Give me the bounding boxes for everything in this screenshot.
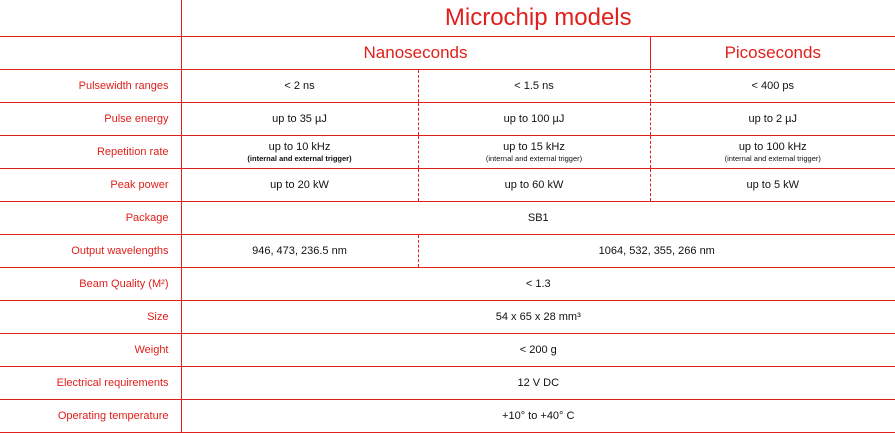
cell-reprate-pico: up to 100 kHz (internal and external tri… bbox=[650, 136, 895, 169]
row-label-beam: Beam Quality (M²) bbox=[0, 268, 181, 301]
table-row: Operating temperature +10° to +40° C bbox=[0, 400, 895, 433]
reprate-pico-note: (internal and external trigger) bbox=[651, 154, 895, 164]
cell-size-all: 54 x 65 x 28 mm³ bbox=[181, 301, 895, 334]
header-empty-cell bbox=[0, 37, 181, 70]
cell-wavelengths-nano-a: 946, 473, 236.5 nm bbox=[181, 235, 418, 268]
cell-weight-all: < 200 g bbox=[181, 334, 895, 367]
row-label-energy: Pulse energy bbox=[0, 103, 181, 136]
row-label-size: Size bbox=[0, 301, 181, 334]
cell-wavelengths-rest: 1064, 532, 355, 266 nm bbox=[418, 235, 895, 268]
cell-peak-nano-b: up to 60 kW bbox=[418, 169, 650, 202]
row-label-electrical: Electrical requirements bbox=[0, 367, 181, 400]
header-corner-cell bbox=[0, 0, 181, 37]
cell-energy-nano-b: up to 100 µJ bbox=[418, 103, 650, 136]
table-row: Repetition rate up to 10 kHz (internal a… bbox=[0, 136, 895, 169]
reprate-nano-b-value: up to 15 kHz bbox=[419, 141, 650, 154]
cell-energy-nano-a: up to 35 µJ bbox=[181, 103, 418, 136]
cell-energy-pico: up to 2 µJ bbox=[650, 103, 895, 136]
header-picoseconds: Picoseconds bbox=[650, 37, 895, 70]
cell-reprate-nano-a: up to 10 kHz (internal and external trig… bbox=[181, 136, 418, 169]
row-label-package: Package bbox=[0, 202, 181, 235]
cell-pulsewidth-nano-a: < 2 ns bbox=[181, 70, 418, 103]
table-row: Package SB1 bbox=[0, 202, 895, 235]
cell-peak-nano-a: up to 20 kW bbox=[181, 169, 418, 202]
cell-beam-all: < 1.3 bbox=[181, 268, 895, 301]
reprate-nano-b-note: (internal and external trigger) bbox=[419, 154, 650, 164]
row-label-wavelengths: Output wavelengths bbox=[0, 235, 181, 268]
table-row: Peak power up to 20 kW up to 60 kW up to… bbox=[0, 169, 895, 202]
row-label-weight: Weight bbox=[0, 334, 181, 367]
cell-electrical-all: 12 V DC bbox=[181, 367, 895, 400]
table-row: Pulse energy up to 35 µJ up to 100 µJ up… bbox=[0, 103, 895, 136]
row-label-reprate: Repetition rate bbox=[0, 136, 181, 169]
table-row: Output wavelengths 946, 473, 236.5 nm 10… bbox=[0, 235, 895, 268]
cell-peak-pico: up to 5 kW bbox=[650, 169, 895, 202]
reprate-pico-value: up to 100 kHz bbox=[651, 141, 895, 154]
cell-temperature-all: +10° to +40° C bbox=[181, 400, 895, 433]
cell-package-all: SB1 bbox=[181, 202, 895, 235]
cell-reprate-nano-b: up to 15 kHz (internal and external trig… bbox=[418, 136, 650, 169]
row-label-pulsewidth: Pulsewidth ranges bbox=[0, 70, 181, 103]
row-label-temperature: Operating temperature bbox=[0, 400, 181, 433]
header-nanoseconds: Nanoseconds bbox=[181, 37, 650, 70]
table-title: Microchip models bbox=[181, 0, 895, 37]
row-label-peak: Peak power bbox=[0, 169, 181, 202]
table-row: Beam Quality (M²) < 1.3 bbox=[0, 268, 895, 301]
cell-pulsewidth-nano-b: < 1.5 ns bbox=[418, 70, 650, 103]
cell-pulsewidth-pico: < 400 ps bbox=[650, 70, 895, 103]
table-row: Pulsewidth ranges < 2 ns < 1.5 ns < 400 … bbox=[0, 70, 895, 103]
table-row: Electrical requirements 12 V DC bbox=[0, 367, 895, 400]
reprate-nano-a-note: (internal and external trigger) bbox=[182, 154, 418, 164]
reprate-nano-a-value: up to 10 kHz bbox=[182, 141, 418, 154]
table-row: Size 54 x 65 x 28 mm³ bbox=[0, 301, 895, 334]
table-row: Weight < 200 g bbox=[0, 334, 895, 367]
